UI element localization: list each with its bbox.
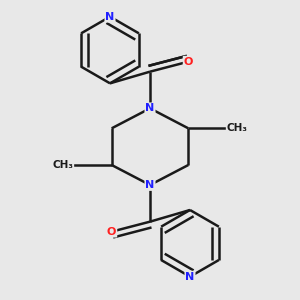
Text: N: N — [185, 272, 195, 282]
Text: N: N — [105, 12, 115, 22]
Text: O: O — [107, 227, 116, 237]
Text: CH₃: CH₃ — [52, 160, 73, 170]
Text: N: N — [146, 103, 154, 113]
Text: CH₃: CH₃ — [227, 123, 248, 133]
Text: N: N — [146, 180, 154, 190]
Text: O: O — [184, 57, 193, 67]
